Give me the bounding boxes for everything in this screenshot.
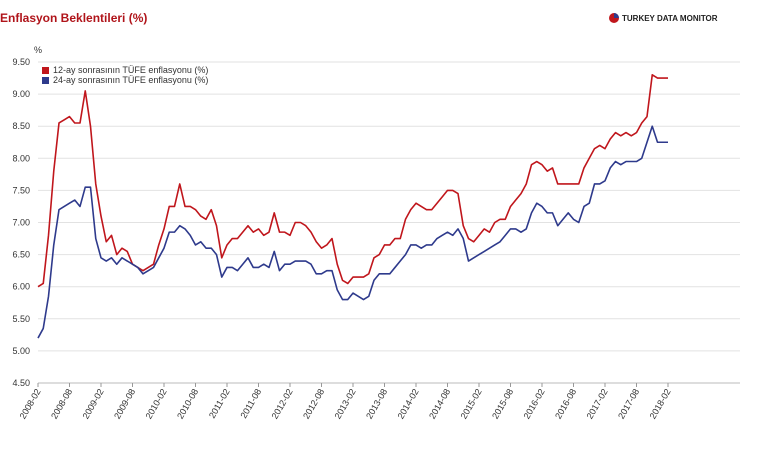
x-tick-label: 2012-02 [270, 387, 295, 421]
y-tick-label: 4.50 [12, 378, 30, 388]
x-tick-label: 2014-08 [427, 387, 452, 421]
y-tick-label: 9.50 [12, 57, 30, 67]
x-tick-label: 2009-08 [112, 387, 137, 421]
y-tick-label: 5.00 [12, 346, 30, 356]
x-tick-label: 2015-02 [459, 387, 484, 421]
x-tick-label: 2017-02 [585, 387, 610, 421]
x-tick-label: 2016-08 [553, 387, 578, 421]
x-tick-label: 2012-08 [301, 387, 326, 421]
y-tick-label: 8.50 [12, 121, 30, 131]
x-tick-label: 2009-02 [81, 387, 106, 421]
legend-swatch [42, 67, 49, 74]
y-tick-label: 8.00 [12, 153, 30, 163]
legend: 12-ay sonrasının TÜFE enflasyonu (%) 24-… [42, 65, 208, 85]
line-series [37, 74, 668, 288]
y-tick-label: 7.00 [12, 218, 30, 228]
x-tick-label: 2018-02 [648, 387, 673, 421]
legend-swatch [42, 77, 49, 84]
x-tick-label: 2010-08 [175, 387, 200, 421]
x-tick-label: 2008-08 [49, 387, 74, 421]
y-tick-label: 9.00 [12, 89, 30, 99]
x-tick-label: 2011-08 [238, 387, 263, 420]
x-tick-label: 2017-08 [616, 387, 641, 421]
x-tick-label: 2013-08 [364, 387, 389, 421]
x-tick-label: 2015-08 [490, 387, 515, 421]
x-tick-label: 2011-02 [207, 387, 232, 420]
grid [38, 61, 740, 384]
y-tick-label: 5.50 [12, 314, 30, 324]
legend-label: 24-ay sonrasının TÜFE enflasyonu (%) [53, 75, 208, 85]
x-tick-label: 2008-02 [18, 387, 43, 421]
x-tick-label: 2016-02 [522, 387, 547, 421]
line-series [37, 125, 668, 339]
y-axis-label: % [34, 45, 42, 55]
legend-label: 12-ay sonrasının TÜFE enflasyonu (%) [53, 65, 208, 75]
y-tick-label: 6.50 [12, 250, 30, 260]
x-tick-label: 2014-02 [396, 387, 421, 421]
y-tick-label: 7.50 [12, 185, 30, 195]
logo-icon-part [614, 13, 619, 18]
x-tick-label: 2010-02 [144, 387, 169, 421]
x-tick-label: 2013-02 [333, 387, 358, 421]
source-logo: TURKEY DATA MONITOR [622, 14, 718, 23]
y-tick-label: 6.00 [12, 282, 30, 292]
chart-title: Enflasyon Beklentileri (%) [0, 11, 147, 25]
